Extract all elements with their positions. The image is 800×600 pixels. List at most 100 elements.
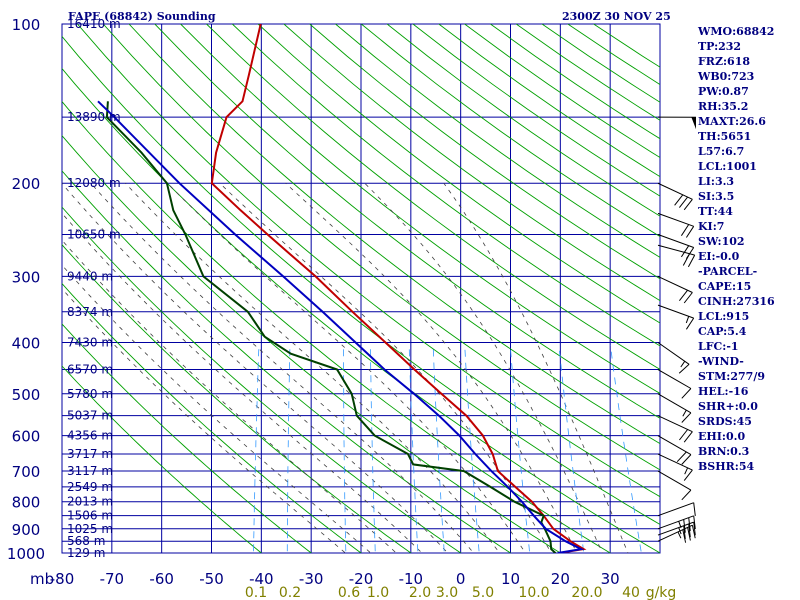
pressure-tick-label: 500 [12,386,41,404]
pressure-tick-label: 1000 [7,545,45,563]
height-label: 568 m [67,534,105,548]
wind-barb-staff [657,234,694,248]
mixing-ratio-label: 10.0 [518,585,549,600]
wind-barb-feather [683,198,693,211]
profiles [97,24,587,553]
wind-barb [657,244,696,268]
wind-barb-feather [681,454,692,465]
pressure-tick-label: 700 [12,463,41,481]
pressure-tick-label: 900 [12,521,41,539]
param-line: TH:5651 [698,130,752,143]
wind-barb [657,524,696,543]
wind-barbs [657,116,697,543]
wind-barb-feather [681,388,692,399]
height-label: 10650 m [67,228,121,242]
dry-adiabat-line [62,134,562,553]
dry-adiabat-line [62,244,412,553]
param-line: CAP:5.4 [698,325,747,338]
param-line: CAPE:15 [698,280,752,293]
height-label: 16410 m [67,17,121,31]
wind-barb [657,502,696,517]
height-label: 3117 m [67,464,113,478]
param-line: LCL:915 [698,310,750,323]
height-label: 5037 m [67,409,113,423]
wind-barb-staff [657,521,694,536]
wind-barb-staff [657,524,693,542]
height-label: 9440 m [67,269,113,283]
wind-barb [657,435,692,465]
mixing-ratio-line [432,345,445,553]
dry-adiabat-line [62,206,462,553]
height-label: 12080 m [67,176,121,190]
parcel-profile-line [97,100,585,553]
wind-barb-staff [657,182,693,200]
moist-adiabat-line [62,264,372,553]
wind-barb [657,275,693,304]
dry-adiabat-line [335,24,660,258]
moist-adiabat-line [62,212,423,553]
mixing-ratio-label: 1.0 [367,585,389,600]
moist-adiabat-line [285,182,578,553]
dry-adiabat-line [62,170,512,553]
param-line: EI:-0.0 [698,250,740,263]
temperature-tick-label: 0 [456,570,466,588]
param-line: MAXT:26.6 [698,115,766,128]
height-label: 13890 m [67,110,121,124]
wind-barb [657,470,692,501]
moist-adiabat-line [443,182,629,553]
mixing-ratio-label: 20.0 [571,585,602,600]
wind-barb [657,369,692,399]
mixing-ratio-line [370,345,376,553]
dry-adiabat-line [62,282,362,553]
moist-adiabat-line [62,239,397,553]
temperature-tick-label: -10 [399,570,424,588]
mixing-ratio-line [464,345,480,553]
param-line: WMO:68842 [698,25,775,38]
chart-timestamp: 2300Z 30 NOV 25 [562,10,671,23]
dry-adiabat-line [231,24,660,347]
mixing-ratio-label: 0.1 [245,585,267,600]
wind-barb-feather [680,224,690,236]
wind-barb-feather [681,412,692,423]
wind-barb [657,212,695,238]
wind-barb-staff [657,212,694,227]
dry-adiabat-line [62,35,660,525]
wind-barb-feather [693,522,696,536]
dewpoint-profile-line [105,101,557,553]
pressure-tick-label: 200 [12,175,41,193]
wind-barb-feather [683,292,693,304]
param-line: FRZ:618 [698,55,751,68]
param-line: SW:102 [698,235,745,248]
param-line: STM:277/9 [698,370,765,383]
mixing-ratio-line [509,345,531,553]
adiabats [62,24,660,553]
wind-barb [657,453,693,481]
param-line: SRDS:45 [698,415,752,428]
wind-barb [657,182,693,211]
wind-barb-feather [683,525,686,540]
height-label: 4356 m [67,429,113,443]
param-line: KI:7 [698,220,725,233]
wind-barb [657,304,695,330]
wind-barb-feather [685,226,695,238]
wind-barb-staff [657,453,693,471]
height-label: 8374 m [67,305,113,319]
wind-barb-feather [679,196,688,208]
wind-barb-feather [679,429,688,441]
moist-adiabat-line [62,182,449,553]
temperature-tick-label: -20 [349,570,374,588]
param-line: CINH:27316 [698,295,775,308]
wind-barb-staff [657,502,694,517]
wind-barb-staff [657,342,690,365]
moist-adiabat-line [364,182,604,553]
height-label: 3717 m [67,447,113,461]
wind-barb-feather [687,254,696,268]
param-line: WB0:723 [698,70,755,83]
temperature-tick-label: -80 [50,570,75,588]
wind-barb-staff [657,515,694,530]
pressure-tick-label: 800 [12,494,41,512]
wind-barb-feather [685,317,695,330]
wind-barb-feather [676,451,687,463]
param-line: LCL:1001 [698,160,757,173]
dry-adiabat-line [309,24,660,280]
